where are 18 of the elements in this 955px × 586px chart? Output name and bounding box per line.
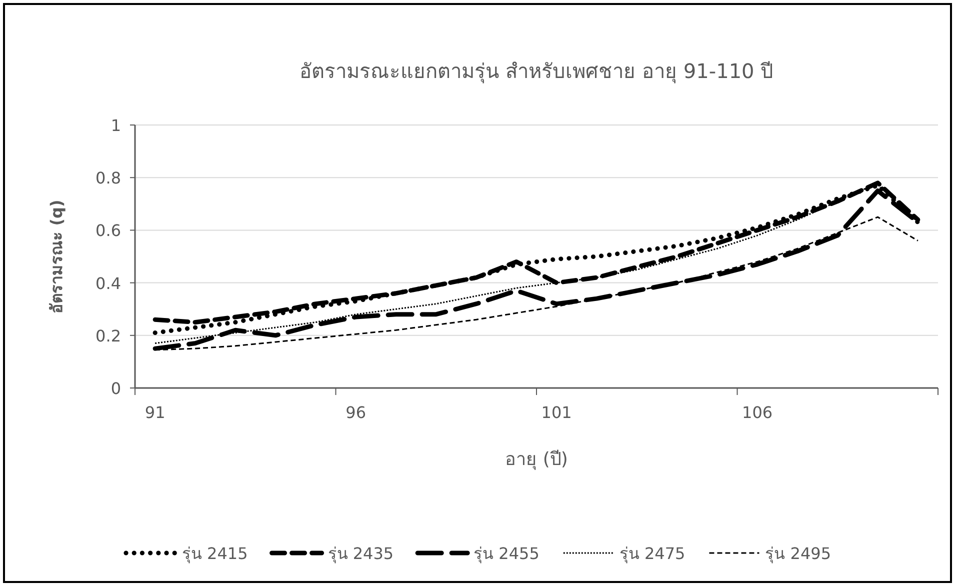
- chart-title: อัตรามรณะแยกตามรุ่น สำหรับเพศชาย อายุ 91-110 ปี: [299, 59, 774, 84]
- legend-label: รุ่น 2475: [619, 544, 686, 564]
- x-axis-title: อายุ (ปี): [505, 449, 568, 470]
- y-tick-label: 0.4: [96, 274, 121, 293]
- y-tick-label: 0.8: [96, 168, 121, 188]
- legend-label: รุ่น 2455: [474, 544, 540, 564]
- y-tick-label: 0.2: [96, 326, 121, 346]
- legend-label: รุ่น 2495: [765, 544, 832, 564]
- y-tick-label: 0: [110, 379, 121, 398]
- legend-label: รุ่น 2435: [328, 544, 394, 564]
- y-axis-title: อัตรามรณะ (q): [47, 200, 66, 314]
- y-tick-label: 0.6: [96, 221, 121, 240]
- x-tick-label: 106: [742, 403, 773, 422]
- y-tick-label: 1: [110, 116, 121, 135]
- legend-label: รุ่น 2415: [182, 544, 248, 564]
- x-tick-label: 101: [541, 403, 572, 422]
- x-tick-label: 91: [144, 403, 166, 422]
- x-tick-label: 96: [346, 403, 366, 422]
